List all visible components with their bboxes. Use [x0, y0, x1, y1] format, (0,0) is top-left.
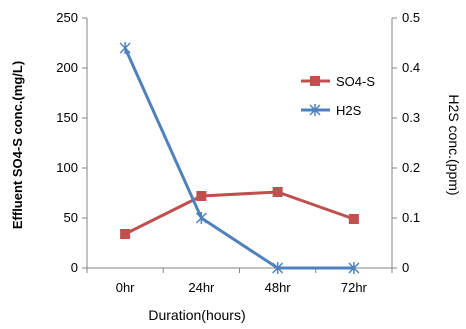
left-y-tick-label: 50 [64, 210, 78, 225]
data-point-h2s [272, 262, 284, 274]
left-y-axis-title: Effluent SO4-S conc.(mg/L) [10, 61, 25, 229]
left-y-tick-label: 200 [56, 60, 78, 75]
legend-so4s-label: SO4-S [336, 74, 375, 89]
right-y-tick-label: 0.5 [402, 10, 420, 25]
left-y-tick-label: 250 [56, 10, 78, 25]
left-y-tick-label: 0 [71, 260, 78, 275]
x-tick-label: 0hr [116, 280, 135, 295]
data-point-h2s [119, 42, 131, 54]
legend: SO4-S H2S [301, 74, 375, 118]
left-y-tick-label: 150 [56, 110, 78, 125]
right-y-tick-label: 0.3 [402, 110, 420, 125]
x-tick-label: 48hr [265, 280, 292, 295]
left-y-tick-label: 100 [56, 160, 78, 175]
right-y-tick-label: 0 [402, 260, 409, 275]
ticks: 0 50 100 150 200 250 0 0.1 0.2 0.3 0.4 0.5 0hr 24hr 48… [56, 10, 420, 295]
right-y-tick-label: 0.1 [402, 210, 420, 225]
series-line-h2s [123, 47, 354, 270]
data-point-so4s [120, 229, 131, 239]
x-tick-label: 24hr [188, 280, 215, 295]
legend-h2s-label: H2S [336, 103, 362, 118]
data-point-h2s [348, 262, 360, 274]
data-point-h2s [195, 212, 207, 224]
legend-h2s-marker [309, 104, 321, 116]
data-point-so4s [348, 214, 359, 224]
legend-item-h2s: H2S [301, 103, 362, 118]
x-axis-title: Duration(hours) [148, 307, 245, 323]
data-point-so4s [272, 187, 283, 197]
right-y-tick-label: 0.4 [402, 60, 420, 75]
data-point-so4s [196, 191, 207, 201]
legend-so4s-marker [310, 76, 320, 86]
series-line-so4s [124, 190, 355, 236]
series-lines [119, 42, 360, 274]
right-y-axis-title: H2S conc.(ppm) [446, 94, 462, 195]
right-y-tick-label: 0.2 [402, 160, 420, 175]
legend-item-so4s: SO4-S [301, 74, 375, 89]
x-tick-label: 72hr [341, 280, 368, 295]
